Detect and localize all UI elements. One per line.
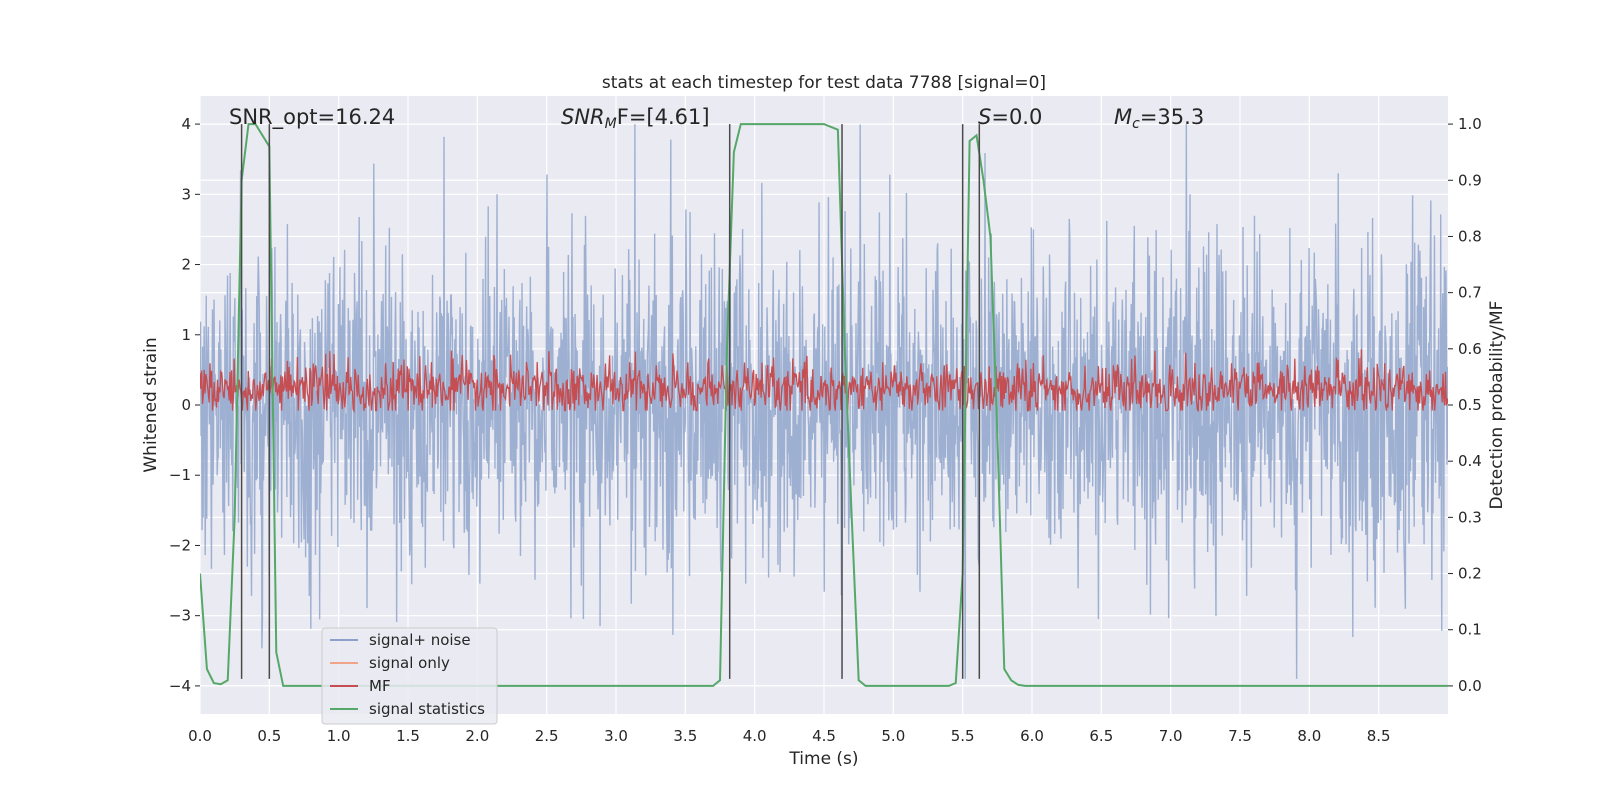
y-left-axis-label: Whitened strain	[141, 337, 161, 472]
x-tick-label: 4.5	[812, 727, 836, 745]
x-tick-label: 2.5	[535, 727, 559, 745]
x-tick-label: 5.0	[881, 727, 905, 745]
y-right-tick-label: 0.3	[1458, 508, 1482, 526]
annotation-mc: Mc=35.3	[1114, 105, 1204, 132]
mf-line	[200, 349, 1448, 414]
y-right-axis-ticks: 0.0 0.1 0.2 0.3 0.4 0.5 0.6 0.7 0.8 0.9 1.0	[1448, 115, 1482, 695]
x-tick-label: 6.5	[1089, 727, 1113, 745]
x-tick-label: 5.5	[951, 727, 975, 745]
annotation-snr-mf: SNRMF=[4.61]	[561, 105, 710, 132]
y-left-tick-label: 0	[181, 396, 191, 414]
x-tick-label: 3.5	[673, 727, 697, 745]
y-right-tick-label: 0.7	[1458, 284, 1482, 302]
detection-boundary-lines	[240, 124, 981, 679]
y-right-tick-label: 0.4	[1458, 452, 1482, 470]
y-right-tick-label: 0.9	[1458, 171, 1482, 189]
y-right-tick-label: 0.6	[1458, 340, 1482, 358]
signal-noise-line	[200, 124, 1448, 679]
y-right-tick-label: 0.0	[1458, 677, 1482, 695]
y-right-tick-label: 0.2	[1458, 565, 1482, 583]
legend-label-mf: MF	[369, 677, 391, 695]
x-tick-label: 4.0	[743, 727, 767, 745]
y-left-tick-label: 1	[181, 326, 191, 344]
x-tick-label: 1.5	[396, 727, 420, 745]
x-axis-label: Time (s)	[788, 749, 858, 769]
x-tick-label: 8.5	[1367, 727, 1391, 745]
y-left-tick-label: 2	[181, 256, 191, 274]
y-right-tick-label: 1.0	[1458, 115, 1482, 133]
legend-box	[321, 627, 498, 725]
x-tick-label: 8.0	[1297, 727, 1321, 745]
x-tick-label: 0.0	[188, 727, 212, 745]
chart-title: stats at each timestep for test data 778…	[602, 73, 1046, 93]
y-right-tick-label: 0.5	[1458, 396, 1482, 414]
x-tick-label: 7.0	[1159, 727, 1183, 745]
y-left-tick-label: −3	[169, 607, 191, 625]
x-tick-label: 1.0	[327, 727, 351, 745]
legend-label-signal-only: signal only	[369, 654, 450, 672]
legend-label-signal-statistics: signal statistics	[369, 700, 485, 718]
y-right-tick-label: 0.1	[1458, 621, 1482, 639]
y-left-tick-label: −1	[169, 466, 191, 484]
annotation-snr-opt: SNR_opt=16.24	[229, 105, 395, 130]
signal-statistics-series	[200, 123, 1448, 687]
x-tick-label: 6.0	[1020, 727, 1044, 745]
legend: signal+ noise signal only MF signal stat…	[321, 627, 498, 725]
y-right-tick-label: 0.8	[1458, 227, 1482, 245]
y-left-tick-label: −2	[169, 536, 191, 554]
y-right-axis-label: Detection probability/MF	[1487, 301, 1507, 510]
x-axis-ticks: 0.0 0.5 1.0 1.5 2.0 2.5 3.0 3.5 4.0 4.5 5.0 5.5 6.0 6…	[188, 727, 1391, 745]
signal-statistics-line	[200, 123, 1448, 687]
mf-series	[200, 349, 1448, 414]
x-tick-label: 2.0	[465, 727, 489, 745]
x-tick-label: 0.5	[257, 727, 281, 745]
signal-noise-series	[200, 124, 1448, 679]
y-left-axis-ticks: −4 −3 −2 −1 0 1 2 3 4	[169, 115, 200, 695]
x-tick-label: 7.5	[1228, 727, 1252, 745]
legend-label-signal-noise: signal+ noise	[369, 631, 471, 649]
annotation-s: S=0.0	[978, 105, 1042, 129]
y-left-tick-label: 3	[181, 185, 191, 203]
y-left-tick-label: 4	[181, 115, 191, 133]
y-left-tick-label: −4	[169, 677, 191, 695]
x-tick-label: 3.0	[604, 727, 628, 745]
